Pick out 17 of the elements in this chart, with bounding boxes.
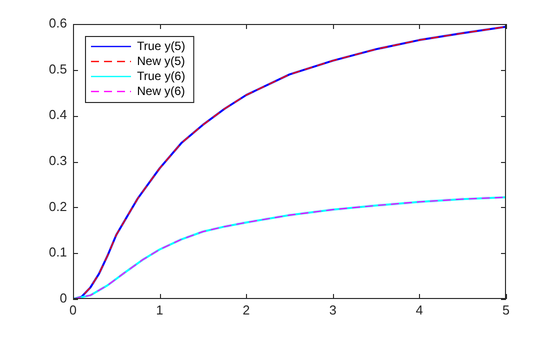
legend-label: True y(5) xyxy=(137,38,186,53)
y-tick-label: 0.3 xyxy=(48,153,67,168)
x-tick-label: 1 xyxy=(156,302,164,318)
legend-label: True y(6) xyxy=(137,68,186,83)
y-tick-label: 0.2 xyxy=(48,198,67,214)
y-tick-label: 0 xyxy=(60,290,67,306)
legend-label: New y(6) xyxy=(137,84,186,98)
x-tick-label: 3 xyxy=(329,302,336,318)
y-tick-label: 0.5 xyxy=(48,61,67,76)
legend-label: New y(5) xyxy=(137,54,186,68)
x-tick-label: 5 xyxy=(502,302,510,318)
x-tick-label: 4 xyxy=(416,302,424,318)
x-tick-label: 0 xyxy=(69,302,77,318)
x-tick-label: 2 xyxy=(242,302,250,318)
y-tick-label: 0.4 xyxy=(48,107,67,122)
y-tick-label: 0.1 xyxy=(48,244,67,260)
y-tick-label: 0.6 xyxy=(48,16,67,31)
